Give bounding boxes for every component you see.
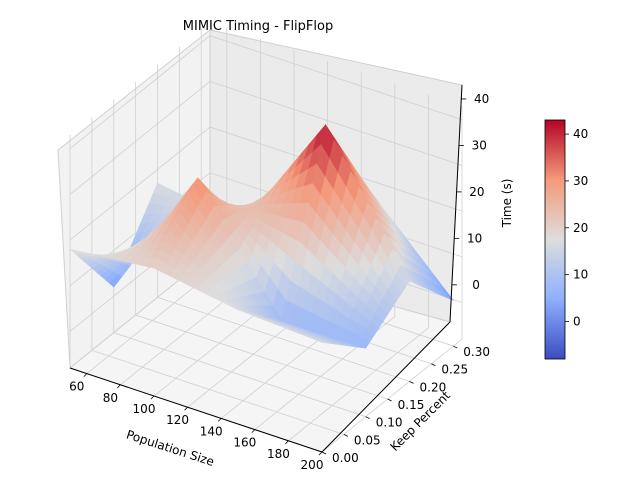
y-tick-label: 0.20	[420, 380, 447, 394]
z-axis-ticks: 0 10 20 30 40	[451, 92, 489, 292]
grid-line-y	[157, 64, 410, 382]
surface-patch	[313, 338, 327, 344]
colorbar-tick-label: 20	[573, 221, 588, 235]
x-tick-label: 160	[233, 436, 256, 450]
grid-line-x	[321, 106, 463, 453]
y-tick-mark	[387, 398, 392, 402]
z-tick-label: 20	[469, 185, 484, 199]
y-axis-line	[321, 321, 451, 453]
grid-line-x	[254, 83, 396, 430]
x-tick-label: 100	[133, 402, 156, 416]
x-tick-mark	[150, 395, 155, 400]
grid-line-z	[69, 126, 463, 241]
x-tick-mark	[251, 429, 256, 433]
y-tick-mark	[453, 345, 458, 349]
y-tick-mark	[365, 416, 370, 420]
x-tick-mark	[83, 373, 88, 377]
x-tick-mark	[184, 406, 188, 411]
grid-line-y	[135, 82, 388, 400]
x-tick-label: 80	[103, 391, 118, 405]
colorbar-tick-label: 10	[573, 268, 588, 282]
x-tick-mark	[117, 384, 121, 389]
chart-title: MIMIC Timing - FlipFlop	[183, 19, 333, 34]
colorbar-tick-label: 30	[573, 174, 588, 188]
y-tick-label: 0.05	[354, 433, 381, 447]
x-tick-label: 200	[301, 458, 324, 472]
y-tick-mark	[409, 381, 414, 384]
y-tick-label: 0.15	[398, 398, 425, 412]
x-tick-label: 60	[69, 380, 84, 394]
y-tick-label: 0.25	[441, 363, 468, 377]
y-tick-label: 0.00	[332, 451, 359, 465]
grid-line-x	[288, 94, 429, 442]
colorbar-tick-label: 0	[573, 315, 581, 329]
y-axis-ticks: 0.00 0.05 0.10 0.15 0.20 0.25 0.30	[321, 345, 490, 465]
x-tick-label: 120	[166, 413, 189, 427]
z-tick-label: 10	[467, 231, 482, 245]
grid-line-y	[91, 117, 345, 435]
z-tick-label: 0	[472, 278, 480, 292]
y-tick-mark	[321, 451, 327, 455]
x-tick-label: 180	[267, 447, 290, 461]
surface-plot	[69, 124, 454, 349]
grid-line-z	[69, 35, 463, 150]
y-tick-label: 0.10	[376, 416, 403, 430]
x-tick-label: 140	[200, 424, 223, 438]
y-tick-mark	[343, 433, 349, 437]
axis-lines	[69, 84, 463, 453]
x-tick-mark	[285, 440, 289, 445]
x-axis-line	[69, 367, 323, 453]
y-tick-mark	[431, 363, 436, 367]
x-tick-mark	[217, 418, 222, 422]
x-axis-ticks: 60 80 100 120 140 160 180 200	[69, 373, 324, 472]
z-tick-label: 30	[472, 138, 487, 152]
z-tick-label: 40	[474, 92, 489, 106]
z-axis-line	[449, 84, 463, 323]
colorbar-ticks: 0 10 20 30 40	[565, 127, 588, 329]
colorbar	[544, 119, 566, 360]
z-axis-label: Time (s)	[500, 179, 514, 229]
colorbar-tick-label: 40	[573, 127, 588, 141]
grid-line-z	[69, 80, 463, 195]
y-tick-label: 0.30	[463, 345, 490, 359]
x-tick-mark	[318, 451, 323, 456]
grid-line-y	[113, 99, 366, 418]
